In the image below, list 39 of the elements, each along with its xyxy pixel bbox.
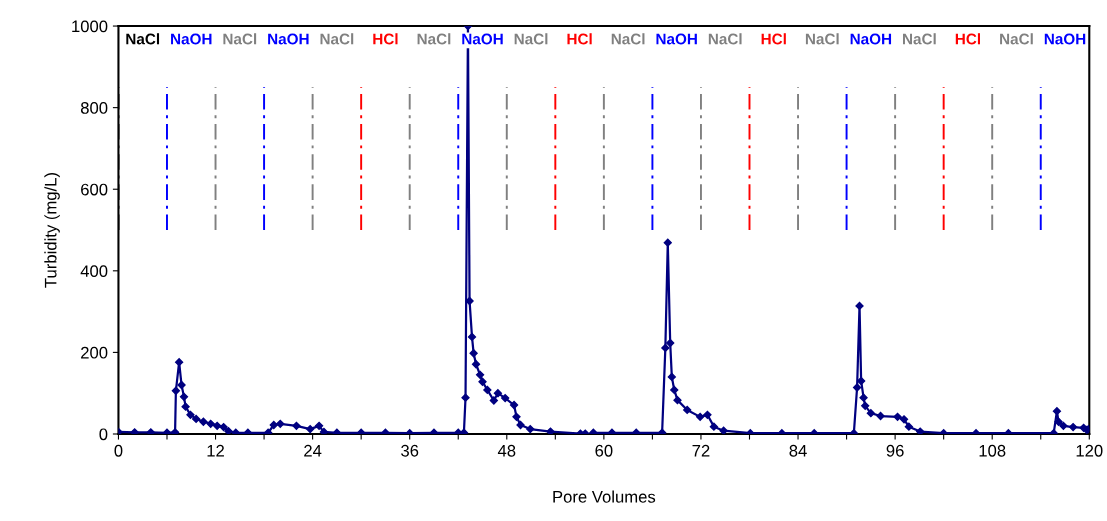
x-tick-label: 108 (979, 444, 1006, 457)
y-tick-label: 200 (81, 346, 108, 359)
ref-line-label: NaCl (611, 33, 645, 45)
ref-line-label: NaCl (708, 33, 742, 45)
ref-line-label: NaCl (805, 33, 839, 45)
y-tick-label: 800 (80, 102, 108, 114)
ref-line-label: NaOH (171, 33, 212, 45)
x-tick-label: 60 (595, 444, 613, 457)
ref-line-label: NaCl (417, 33, 451, 45)
ref-line-label: NaCl (903, 33, 936, 45)
ref-line-label: HCl (567, 33, 592, 45)
ref-line-label: NaOH (656, 33, 697, 45)
y-tick-label: 600 (81, 183, 108, 196)
x-tick-label: 84 (789, 444, 807, 457)
ref-line-label: HCl (373, 33, 398, 45)
ref-line-label: NaOH (850, 33, 892, 45)
ref-line-label: NaCl (320, 33, 354, 45)
ref-line-label: HCl (955, 33, 981, 45)
x-tick-label: 120 (1076, 444, 1103, 457)
y-tick-label: 1000 (72, 20, 108, 33)
ref-line-label: NaCl (514, 33, 548, 45)
y-tick-label: 0 (99, 428, 108, 441)
x-tick-label: 0 (114, 444, 123, 457)
ref-line-label: HCl (761, 33, 786, 45)
ref-line-label: NaCl (126, 33, 160, 45)
ref-line-label: NaCl (223, 33, 257, 45)
y-axis-title: Turbidity (mg/L) (44, 173, 60, 288)
x-tick-label: 48 (497, 444, 516, 457)
x-tick-label: 24 (304, 444, 322, 457)
x-tick-label: 72 (692, 444, 710, 457)
x-tick-label: 96 (886, 444, 904, 457)
x-tick-label: 36 (401, 444, 419, 457)
ref-line-label: NaOH (268, 33, 309, 45)
ref-line-label: NaOH (462, 33, 503, 45)
ref-line-label: NaCl (1000, 33, 1033, 45)
x-axis-title: Pore Volumes (553, 490, 656, 503)
x-tick-label: 12 (207, 444, 224, 457)
y-tick-label: 400 (80, 265, 108, 278)
ref-line-label: NaOH (1044, 33, 1086, 45)
